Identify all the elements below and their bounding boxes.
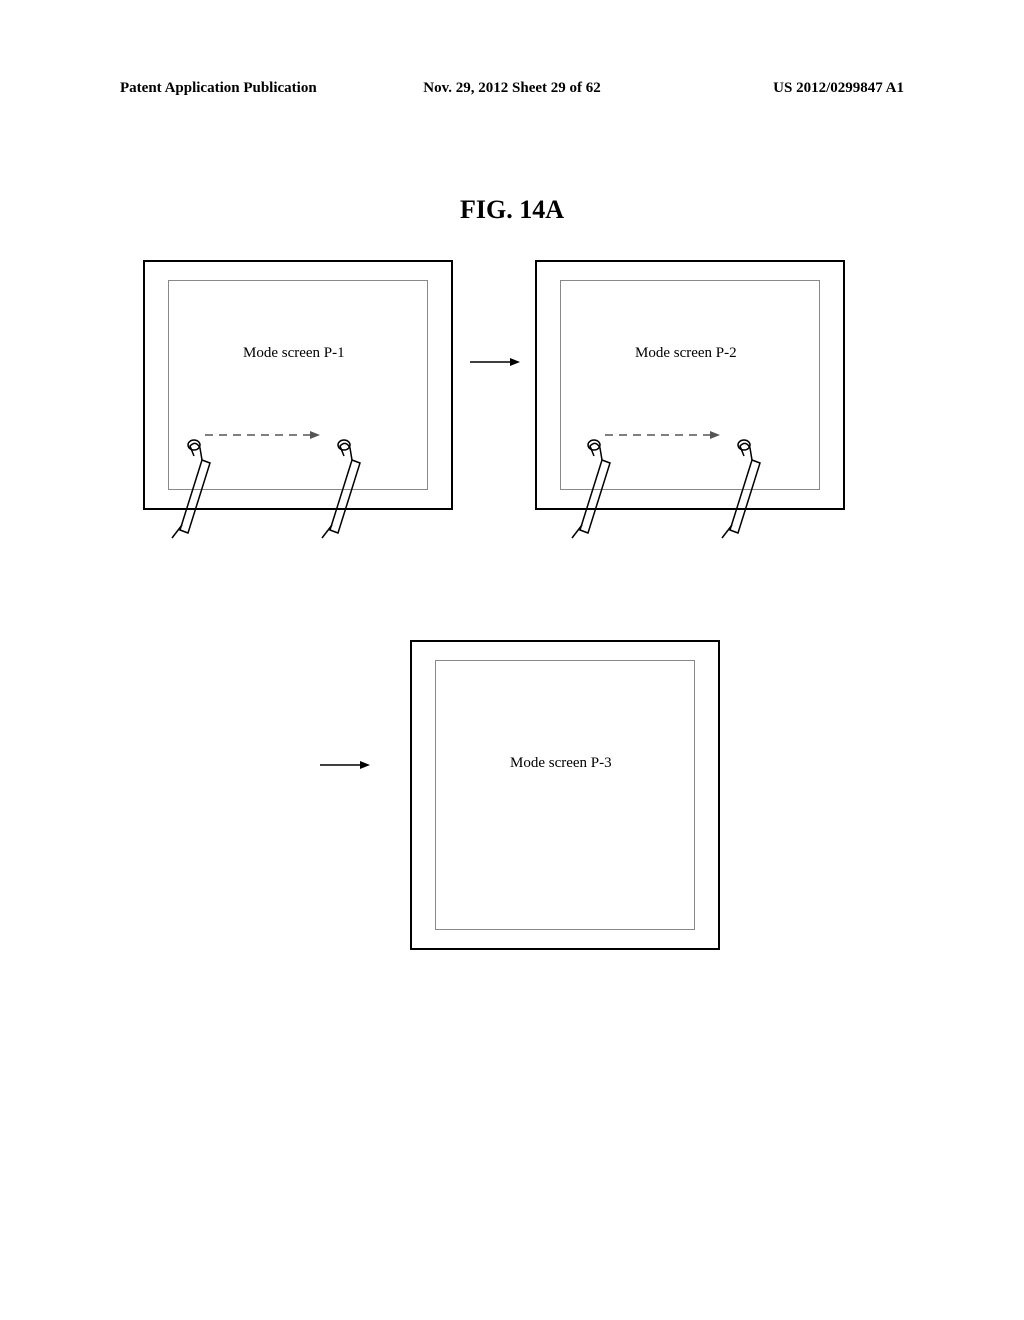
header-center: Nov. 29, 2012 Sheet 29 of 62 xyxy=(423,80,601,97)
figure-title: FIG. 14A xyxy=(460,195,564,225)
header-left: Patent Application Publication xyxy=(120,80,317,97)
panel-p3-label: Mode screen P-3 xyxy=(510,755,612,772)
header-right: US 2012/0299847 A1 xyxy=(773,80,904,97)
pen-p2-right xyxy=(720,430,790,540)
panel-p2-label: Mode screen P-2 xyxy=(635,345,737,362)
arrow-before-3 xyxy=(320,755,380,775)
panel-p3-inner xyxy=(435,660,695,930)
panel-p1-label: Mode screen P-1 xyxy=(243,345,345,362)
page-header: Patent Application Publication Nov. 29, … xyxy=(120,80,904,97)
pen-p2-left xyxy=(570,430,640,540)
arrow-between-12 xyxy=(470,352,530,372)
pen-p1-left xyxy=(170,430,240,540)
pen-p1-right xyxy=(320,430,390,540)
